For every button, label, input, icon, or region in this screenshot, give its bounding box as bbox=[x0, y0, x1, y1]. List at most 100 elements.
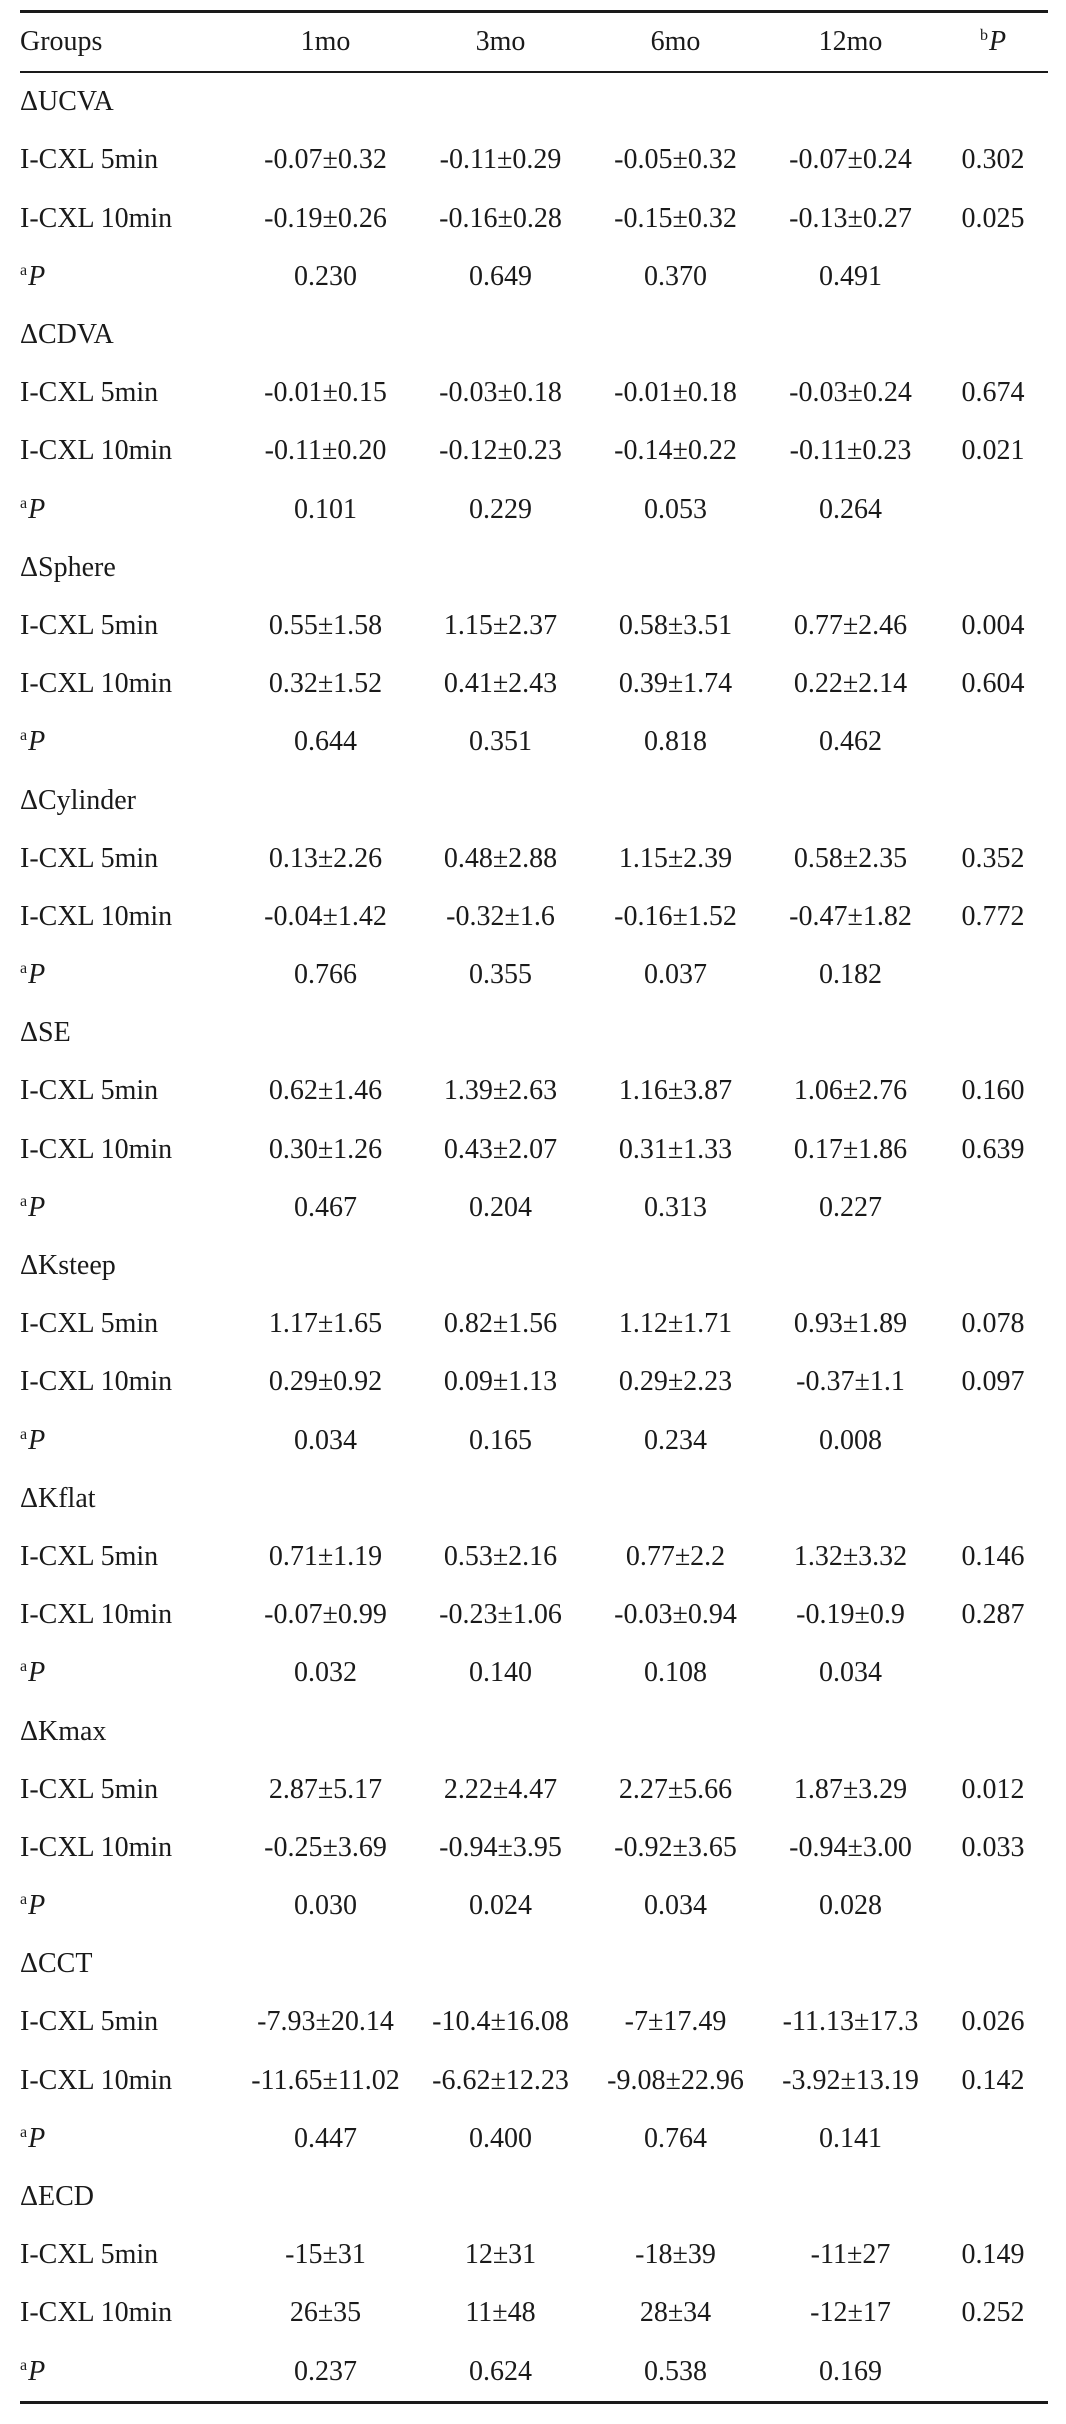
p-value-cell: 0.034 bbox=[294, 1424, 357, 1456]
value-cell: 0.82±1.56 bbox=[443, 1308, 558, 1340]
section-row: ΔKsteep bbox=[20, 1237, 1048, 1295]
p-value-row: aP 0.030 0.024 0.034 0.028 bbox=[20, 1877, 1048, 1935]
empty-cell bbox=[938, 713, 1048, 771]
p-row-label: aP bbox=[20, 481, 238, 539]
header-groups: Groups bbox=[20, 26, 103, 58]
p-value-cell: 0.033 bbox=[961, 1831, 1025, 1863]
value-cell: -11±27 bbox=[810, 2239, 891, 2271]
group-row: I-CXL 5min -15±31 12±31 -18±39 -11±27 0.149 bbox=[20, 2226, 1048, 2284]
value-cell: 0.77±2.46 bbox=[793, 609, 908, 641]
p-value-cell: 0.227 bbox=[819, 1191, 882, 1223]
p-value-cell: 0.772 bbox=[961, 900, 1025, 932]
group-row: I-CXL 10min -0.19±0.26 -0.16±0.28 -0.15±0.3… bbox=[20, 190, 1048, 248]
p-value-row: aP 0.230 0.649 0.370 0.491 bbox=[20, 248, 1048, 306]
p-row-superscript: a bbox=[20, 2123, 28, 2141]
group-name: I-CXL 5min bbox=[20, 2006, 159, 2038]
value-cell: 0.09±1.13 bbox=[443, 1366, 558, 1398]
section-label: ΔUCVA bbox=[20, 86, 114, 118]
value-cell: 0.93±1.89 bbox=[793, 1308, 908, 1340]
group-name: I-CXL 10min bbox=[20, 202, 173, 234]
p-value-cell: 0.766 bbox=[294, 959, 357, 991]
p-value-cell: 0.538 bbox=[644, 2355, 707, 2387]
p-row-label: aP bbox=[20, 2110, 238, 2168]
p-value-cell: 0.146 bbox=[961, 1540, 1025, 1572]
value-cell: 1.15±2.37 bbox=[443, 609, 558, 641]
group-row: I-CXL 10min -0.04±1.42 -0.32±1.6 -0.16±1.52… bbox=[20, 888, 1048, 946]
section-label: ΔCylinder bbox=[20, 784, 136, 816]
value-cell: -0.01±0.18 bbox=[614, 377, 737, 409]
section-label: ΔECD bbox=[20, 2181, 95, 2213]
value-cell: -18±39 bbox=[635, 2239, 716, 2271]
section-row: ΔKflat bbox=[20, 1470, 1048, 1528]
p-value-cell: 0.604 bbox=[961, 668, 1025, 700]
section-label: ΔCCT bbox=[20, 1948, 93, 1980]
value-cell: -0.23±1.06 bbox=[439, 1599, 562, 1631]
value-cell: 0.32±1.52 bbox=[268, 668, 383, 700]
p-value-cell: 0.182 bbox=[819, 959, 882, 991]
p-value-cell: 0.229 bbox=[469, 493, 532, 525]
p-row-letter: P bbox=[28, 1191, 46, 1223]
value-cell: -0.11±0.20 bbox=[264, 435, 387, 467]
value-cell: 0.71±1.19 bbox=[268, 1540, 383, 1572]
header-12mo: 12mo bbox=[818, 26, 883, 58]
value-cell: -0.47±1.82 bbox=[789, 900, 912, 932]
p-row-letter: P bbox=[28, 726, 46, 758]
p-row-letter: P bbox=[28, 959, 46, 991]
section-label: ΔKflat bbox=[20, 1482, 96, 1514]
p-row-letter: P bbox=[28, 260, 46, 292]
p-row-letter: P bbox=[28, 493, 46, 525]
group-row: I-CXL 5min 0.62±1.46 1.39±2.63 1.16±3.87 1.0… bbox=[20, 1062, 1048, 1120]
group-row: I-CXL 5min -0.01±0.15 -0.03±0.18 -0.01±0.18… bbox=[20, 364, 1048, 422]
group-name: I-CXL 5min bbox=[20, 1308, 159, 1340]
p-value-cell: 0.160 bbox=[961, 1075, 1025, 1107]
p-value-cell: 0.462 bbox=[819, 726, 882, 758]
group-row: I-CXL 10min 0.29±0.92 0.09±1.13 0.29±2.23 -0… bbox=[20, 1353, 1048, 1411]
p-row-label: aP bbox=[20, 1644, 238, 1702]
header-3mo: 3mo bbox=[475, 26, 526, 58]
p-row-superscript: a bbox=[20, 1658, 28, 1676]
p-value-cell: 0.639 bbox=[961, 1133, 1025, 1165]
p-value-cell: 0.355 bbox=[469, 959, 532, 991]
p-value-row: aP 0.766 0.355 0.037 0.182 bbox=[20, 946, 1048, 1004]
p-row-superscript: a bbox=[20, 1891, 28, 1909]
p-value-cell: 0.352 bbox=[961, 842, 1025, 874]
p-value-cell: 0.078 bbox=[961, 1308, 1025, 1340]
p-row-letter: P bbox=[28, 2122, 46, 2154]
section-row: ΔSphere bbox=[20, 539, 1048, 597]
p-value-cell: 0.101 bbox=[294, 493, 357, 525]
section-label: ΔSphere bbox=[20, 551, 116, 583]
value-cell: -0.04±1.42 bbox=[264, 900, 387, 932]
value-cell: 0.48±2.88 bbox=[443, 842, 558, 874]
value-cell: -0.07±0.99 bbox=[264, 1599, 387, 1631]
p-value-cell: 0.142 bbox=[961, 2064, 1025, 2096]
p-value-cell: 0.400 bbox=[469, 2122, 532, 2154]
value-cell: 1.87±3.29 bbox=[793, 1773, 908, 1805]
p-value-cell: 0.467 bbox=[294, 1191, 357, 1223]
section-row: ΔSE bbox=[20, 1004, 1048, 1062]
value-cell: -10.4±16.08 bbox=[432, 2006, 569, 2038]
empty-cell bbox=[938, 946, 1048, 1004]
p-value-cell: 0.230 bbox=[294, 260, 357, 292]
group-name: I-CXL 10min bbox=[20, 900, 173, 932]
p-value-row: aP 0.467 0.204 0.313 0.227 bbox=[20, 1179, 1048, 1237]
p-row-label: aP bbox=[20, 946, 238, 1004]
value-cell: -0.05±0.32 bbox=[614, 144, 737, 176]
value-cell: 28±34 bbox=[639, 2297, 712, 2329]
p-value-cell: 0.644 bbox=[294, 726, 357, 758]
empty-cell bbox=[938, 1877, 1048, 1935]
group-row: I-CXL 10min -11.65±11.02 -6.62±12.23 -9.08±… bbox=[20, 2052, 1048, 2110]
p-row-superscript: a bbox=[20, 2356, 28, 2374]
value-cell: -0.94±3.95 bbox=[439, 1831, 562, 1863]
group-name: I-CXL 5min bbox=[20, 2239, 159, 2271]
empty-cell bbox=[938, 2343, 1048, 2403]
group-name: I-CXL 5min bbox=[20, 1075, 159, 1107]
value-cell: 0.41±2.43 bbox=[443, 668, 558, 700]
value-cell: 0.77±2.2 bbox=[625, 1540, 726, 1572]
group-row: I-CXL 10min -0.11±0.20 -0.12±0.23 -0.14±0.2… bbox=[20, 422, 1048, 480]
p-value-cell: 0.234 bbox=[644, 1424, 707, 1456]
p-row-superscript: a bbox=[20, 494, 28, 512]
p-value-cell: 0.024 bbox=[469, 1890, 532, 1922]
p-value-cell: 0.491 bbox=[819, 260, 882, 292]
header-p-value: bP bbox=[938, 12, 1048, 73]
p-value-cell: 0.764 bbox=[644, 2122, 707, 2154]
